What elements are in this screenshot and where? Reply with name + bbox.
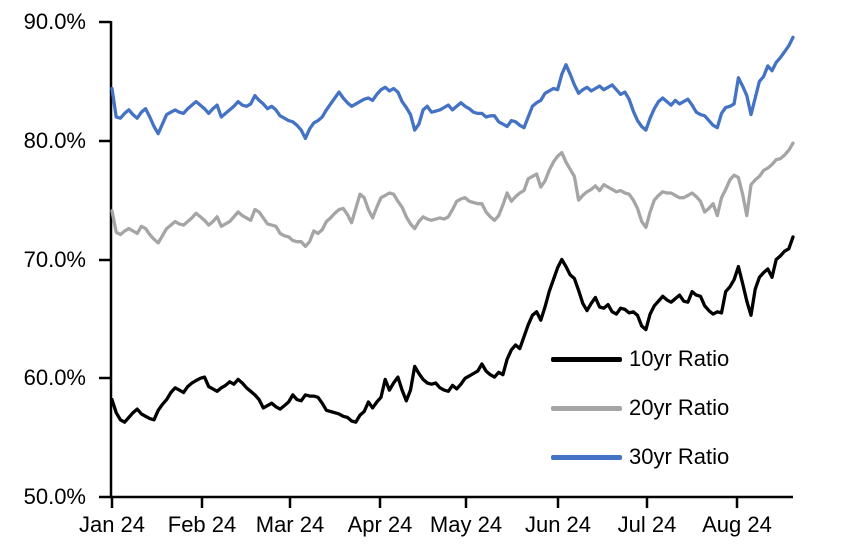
series-line-10yr-ratio [110,235,795,424]
y-tick-marks [99,20,111,499]
x-tick-label: Jul 24 [617,512,677,537]
y-tick-label: 90.0% [23,9,86,34]
legend-label-30yr: 30yr Ratio [629,444,730,469]
legend-line-30yr [551,454,622,460]
x-tick-label: Mar 24 [255,512,325,537]
x-tick-label: Jan 24 [78,512,146,537]
legend-row-30yr: 30yr Ratio [551,444,729,470]
y-tick-label: 60.0% [23,365,86,390]
x-tick-label: Jun 24 [524,512,592,537]
x-tick-label: Aug 24 [702,512,772,537]
x-tick-label: Apr 24 [347,512,413,537]
series-line-20yr-ratio [110,141,795,249]
legend-label-20yr: 20yr Ratio [629,395,730,420]
legend-line-20yr [551,405,622,411]
legend-row-10yr: 10yr Ratio [551,346,729,372]
y-tick-label: 50.0% [23,484,86,509]
legend: 10yr Ratio 20yr Ratio 30yr Ratio [551,346,729,493]
y-tick-label: 70.0% [23,247,86,272]
x-tick-marks [110,497,739,508]
x-tick-label: May 24 [429,512,503,537]
legend-row-20yr: 20yr Ratio [551,395,729,421]
series-line-30yr-ratio [110,35,795,141]
legend-label-10yr: 10yr Ratio [629,346,730,371]
legend-line-10yr [551,356,622,362]
x-tick-label: Feb 24 [167,512,237,537]
y-tick-label: 80.0% [23,128,86,153]
series-lines [110,35,795,424]
